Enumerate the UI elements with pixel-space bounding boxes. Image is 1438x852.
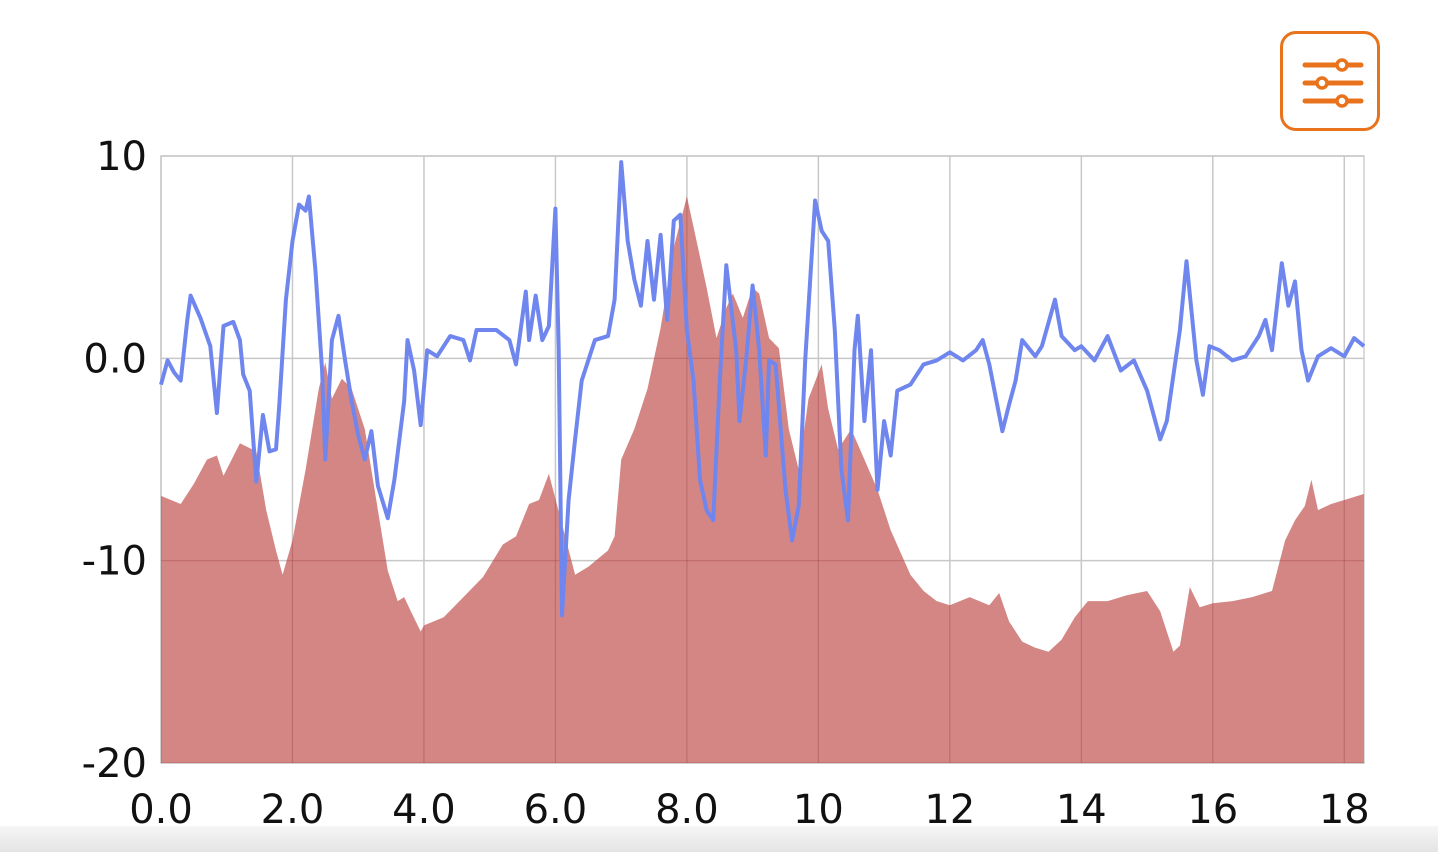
x-tick-label: 2.0: [261, 787, 325, 833]
x-tick-label: 16: [1187, 787, 1238, 833]
x-tick-label: 0.0: [129, 787, 193, 833]
bottom-bar: [0, 826, 1438, 852]
x-axis-labels: 0.0 2.0 4.0 6.0 8.0 10 12 14 16 18: [129, 787, 1370, 833]
area-series: [161, 196, 1364, 763]
chart-settings-button[interactable]: [1280, 31, 1380, 131]
x-tick-label: 8.0: [655, 787, 719, 833]
x-tick-label: 6.0: [524, 787, 588, 833]
y-tick-label: -20: [82, 741, 147, 787]
line-series: [159, 160, 1366, 618]
y-tick-label: 0.0: [83, 336, 147, 382]
x-tick-label: 18: [1319, 787, 1370, 833]
x-tick-label: 10: [793, 787, 844, 833]
sliders-icon: [1302, 58, 1364, 108]
x-tick-label: 14: [1056, 787, 1107, 833]
x-tick-label: 12: [924, 787, 975, 833]
x-tick-label: 4.0: [392, 787, 456, 833]
y-tick-label: 10: [96, 134, 147, 180]
y-tick-label: -10: [82, 539, 147, 585]
y-axis-labels: 10 0.0 -10 -20: [82, 134, 147, 787]
